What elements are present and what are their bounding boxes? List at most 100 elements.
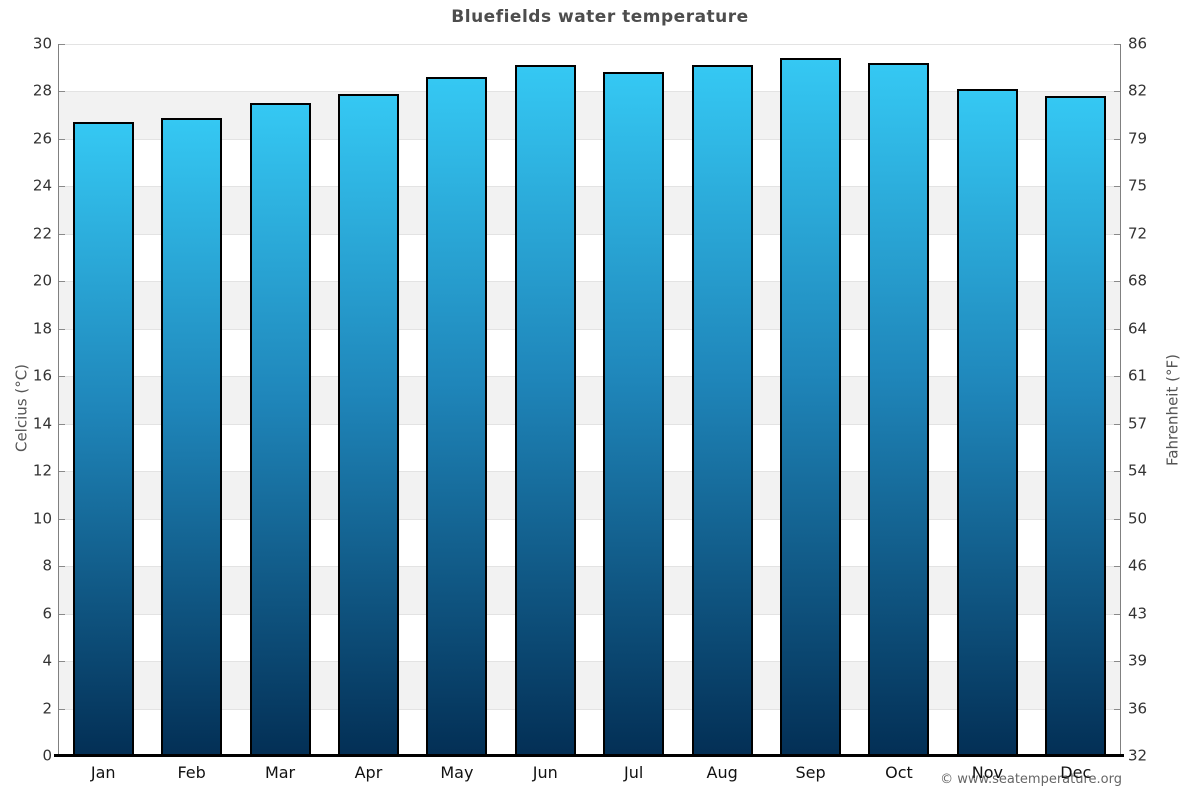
y-axis-tick-right: [1114, 91, 1120, 93]
grid-band: [59, 281, 1120, 329]
x-axis-month-label-mar: Mar: [264, 763, 296, 782]
y-axis-tick-left: [59, 138, 65, 140]
celsius-tick-label: 10: [32, 509, 52, 528]
fahrenheit-tick-label: 50: [1128, 509, 1148, 528]
y-axis-tick-right: [1114, 471, 1120, 473]
fahrenheit-tick-label: 36: [1128, 699, 1148, 718]
grid-band: [59, 138, 1120, 187]
x-axis-month-label-jan: Jan: [90, 763, 116, 782]
y-axis-tick-left: [59, 661, 65, 663]
y-axis-tick-left: [59, 566, 65, 568]
celsius-tick-label: 24: [32, 176, 52, 195]
y-axis-tick-right: [1114, 138, 1120, 140]
x-axis-month-label-aug: Aug: [706, 763, 738, 782]
y-axis-tick-left: [59, 186, 65, 188]
gridline: [59, 566, 1120, 568]
gridline: [59, 423, 1120, 425]
celsius-tick-label: 4: [42, 651, 52, 670]
fahrenheit-tick-label: 64: [1128, 319, 1148, 338]
x-axis-month-label-nov: Nov: [971, 763, 1003, 782]
fahrenheit-tick-label: 75: [1128, 176, 1148, 195]
copyright-credit: © www.seatemperature.org: [940, 772, 1122, 787]
grid-band: [59, 376, 1120, 424]
grid-band: [59, 566, 1120, 614]
y-axis-tick-left: [59, 471, 65, 473]
y-axis-tick-right: [1114, 518, 1120, 520]
y-axis-tick-right: [1114, 376, 1120, 378]
y-axis-tick-right: [1114, 708, 1120, 710]
fahrenheit-tick-label: 43: [1128, 604, 1148, 623]
y-axis-tick-right: [1114, 186, 1120, 188]
y-axis-tick-left: [59, 376, 65, 378]
temperature-bar-jun: [514, 65, 576, 756]
x-axis-month-label-apr: Apr: [354, 763, 383, 782]
y-axis-tick-left: [59, 613, 65, 615]
y-axis-tick-left: [59, 44, 65, 45]
gridline: [59, 518, 1120, 520]
gridline: [59, 708, 1120, 710]
gridline: [59, 376, 1120, 378]
gridline: [59, 613, 1120, 615]
gridline: [59, 186, 1120, 188]
temperature-bar-nov: [956, 89, 1018, 756]
fahrenheit-tick-label: 54: [1128, 461, 1148, 480]
temperature-bar-jan: [72, 122, 134, 756]
grid-band: [59, 44, 1120, 92]
grid-band: [59, 661, 1120, 709]
temperature-bar-mar: [249, 103, 311, 756]
fahrenheit-tick-label: 82: [1128, 81, 1148, 100]
celsius-tick-label: 6: [42, 604, 52, 623]
temperature-bar-may: [426, 77, 488, 756]
x-axis-month-label-dec: Dec: [1060, 763, 1092, 782]
x-axis-month-label-sep: Sep: [795, 763, 826, 782]
temperature-bar-apr: [337, 93, 399, 756]
fahrenheit-tick-label: 57: [1128, 414, 1148, 433]
y-axis-tick-right: [1114, 328, 1120, 330]
gridline: [59, 328, 1120, 330]
chart-title: Bluefields water temperature: [451, 7, 749, 27]
y-axis-line-right: [1120, 44, 1121, 756]
y-axis-tick-left: [59, 91, 65, 93]
grid-band: [59, 613, 1120, 662]
gridline: [59, 661, 1120, 663]
temperature-bar-dec: [1045, 96, 1107, 756]
temperature-bar-oct: [868, 62, 930, 756]
y-axis-tick-right: [1114, 281, 1120, 283]
y-axis-tick-left: [59, 708, 65, 710]
fahrenheit-tick-label: 46: [1128, 556, 1148, 575]
temperature-bar-jul: [603, 72, 665, 756]
y-axis-tick-left: [59, 328, 65, 330]
y-axis-tick-right: [1114, 613, 1120, 615]
gridline: [59, 281, 1120, 283]
grid-band: [59, 518, 1120, 567]
gridline: [59, 44, 1120, 45]
celsius-tick-label: 0: [42, 746, 52, 765]
celsius-tick-label: 22: [32, 224, 52, 243]
grid-band: [59, 708, 1120, 756]
x-axis-month-label-jun: Jun: [532, 763, 558, 782]
gridline: [59, 91, 1120, 93]
celsius-tick-label: 28: [32, 81, 52, 100]
fahrenheit-axis-title: Fahrenheit (°F): [1163, 354, 1182, 466]
fahrenheit-tick-label: 72: [1128, 224, 1148, 243]
grid-band: [59, 423, 1120, 472]
fahrenheit-tick-label: 68: [1128, 271, 1148, 290]
grid-band: [59, 233, 1120, 282]
y-axis-tick-right: [1114, 233, 1120, 235]
celsius-tick-label: 30: [32, 34, 52, 53]
y-axis-tick-left: [59, 233, 65, 235]
celsius-tick-label: 18: [32, 319, 52, 338]
x-axis-month-label-jul: Jul: [624, 763, 644, 782]
grid-band: [59, 328, 1120, 377]
celsius-axis-title: Celcius (°C): [12, 363, 31, 453]
celsius-tick-label: 12: [32, 461, 52, 480]
grid-band: [59, 91, 1120, 139]
fahrenheit-tick-label: 61: [1128, 366, 1148, 385]
x-axis-line: [54, 754, 1124, 757]
gridline: [59, 471, 1120, 473]
fahrenheit-tick-label: 39: [1128, 651, 1148, 670]
x-axis-month-label-oct: Oct: [885, 763, 913, 782]
plot-area: [59, 44, 1120, 756]
celsius-tick-label: 26: [32, 129, 52, 148]
